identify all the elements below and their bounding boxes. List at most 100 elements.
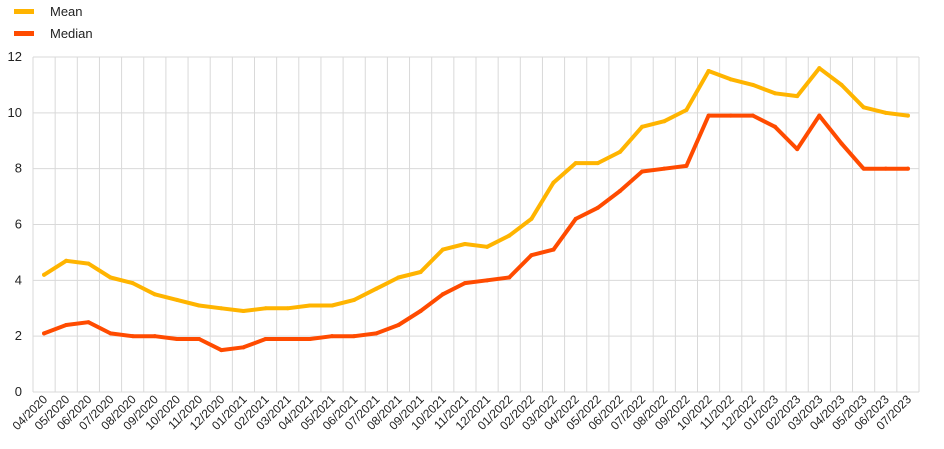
data-point-mean	[108, 275, 113, 280]
data-point-median	[130, 334, 135, 339]
data-point-median	[440, 292, 445, 297]
data-point-mean	[462, 242, 467, 247]
data-point-median	[396, 323, 401, 327]
data-point-mean	[330, 303, 335, 308]
data-point-median	[352, 334, 357, 339]
data-point-mean	[640, 124, 645, 129]
y-tick-label: 4	[15, 272, 22, 287]
data-point-median	[485, 278, 490, 283]
data-point-median	[551, 247, 556, 252]
data-point-mean	[86, 261, 91, 266]
data-point-mean	[174, 297, 179, 302]
data-point-mean	[197, 303, 202, 308]
data-point-median	[662, 166, 667, 171]
data-point-mean	[374, 286, 379, 291]
data-point-median	[108, 331, 113, 336]
legend-label-median: Median	[50, 25, 93, 41]
data-point-median	[418, 309, 423, 314]
legend-item-mean: Mean	[14, 0, 93, 22]
data-point-median	[795, 147, 800, 152]
data-point-mean	[418, 269, 423, 274]
data-point-median	[529, 253, 534, 258]
data-point-mean	[905, 113, 910, 118]
data-point-median	[861, 166, 866, 171]
data-point-mean	[795, 94, 800, 99]
data-point-mean	[485, 244, 490, 249]
data-point-mean	[662, 119, 667, 124]
data-point-median	[152, 334, 157, 339]
data-point-median	[684, 163, 689, 168]
data-point-mean	[130, 281, 135, 286]
data-point-mean	[773, 91, 778, 96]
y-tick-label: 8	[15, 161, 22, 176]
data-point-median	[86, 320, 91, 325]
data-point-median	[285, 336, 290, 341]
data-point-median	[640, 169, 645, 174]
data-point-mean	[728, 77, 733, 82]
series-line-mean	[42, 66, 910, 313]
data-point-mean	[861, 105, 866, 110]
data-point-median	[507, 275, 512, 280]
y-tick-label: 2	[15, 328, 22, 343]
series-lines	[42, 66, 910, 353]
data-point-median	[750, 113, 755, 118]
data-point-mean	[617, 149, 622, 154]
series-line-median	[42, 113, 910, 353]
data-point-median	[462, 281, 467, 286]
data-point-median	[219, 348, 224, 353]
data-point-mean	[529, 216, 534, 221]
data-point-mean	[573, 161, 578, 166]
data-point-mean	[684, 108, 689, 113]
legend-swatch-mean	[14, 8, 34, 14]
y-tick-label: 12	[8, 49, 22, 64]
data-point-mean	[396, 275, 401, 280]
y-tick-label: 10	[8, 105, 22, 120]
data-point-mean	[706, 68, 711, 73]
data-point-median	[197, 336, 202, 341]
data-point-median	[374, 331, 379, 336]
data-point-median	[706, 113, 711, 118]
data-point-mean	[42, 272, 47, 277]
data-point-mean	[817, 66, 822, 71]
y-tick-label: 0	[15, 384, 22, 399]
data-point-median	[330, 334, 335, 339]
data-point-median	[595, 205, 600, 210]
data-point-median	[573, 216, 578, 221]
data-point-mean	[263, 306, 268, 311]
legend-item-median: Median	[14, 22, 93, 44]
data-point-mean	[750, 82, 755, 87]
data-point-mean	[285, 306, 290, 311]
data-point-median	[64, 323, 69, 327]
gridlines	[32, 56, 920, 393]
data-point-mean	[352, 297, 357, 302]
data-point-median	[42, 331, 47, 336]
data-point-median	[174, 336, 179, 341]
data-point-median	[905, 166, 910, 171]
data-point-mean	[219, 306, 224, 311]
data-point-median	[263, 336, 268, 341]
y-axis: 0 2 4 6 8 10 12	[8, 49, 22, 399]
data-point-median	[883, 166, 888, 171]
data-point-median	[617, 189, 622, 193]
data-point-median	[307, 336, 312, 341]
data-point-median	[773, 124, 778, 129]
data-point-mean	[595, 161, 600, 166]
data-point-mean	[839, 82, 844, 87]
data-point-mean	[64, 258, 69, 263]
legend: Mean Median	[14, 0, 93, 44]
data-point-median	[241, 345, 246, 350]
data-point-mean	[241, 309, 246, 314]
data-point-median	[817, 113, 822, 118]
data-point-mean	[307, 303, 312, 308]
legend-swatch-median	[14, 30, 34, 36]
data-point-mean	[883, 110, 888, 115]
y-tick-label: 6	[15, 217, 22, 232]
x-axis: 04/202005/202006/202007/202008/202009/20…	[10, 392, 915, 433]
data-point-mean	[440, 247, 445, 252]
data-point-mean	[507, 233, 512, 238]
data-point-mean	[551, 180, 556, 185]
data-point-median	[839, 141, 844, 146]
legend-label-mean: Mean	[50, 3, 83, 19]
data-point-median	[728, 113, 733, 118]
